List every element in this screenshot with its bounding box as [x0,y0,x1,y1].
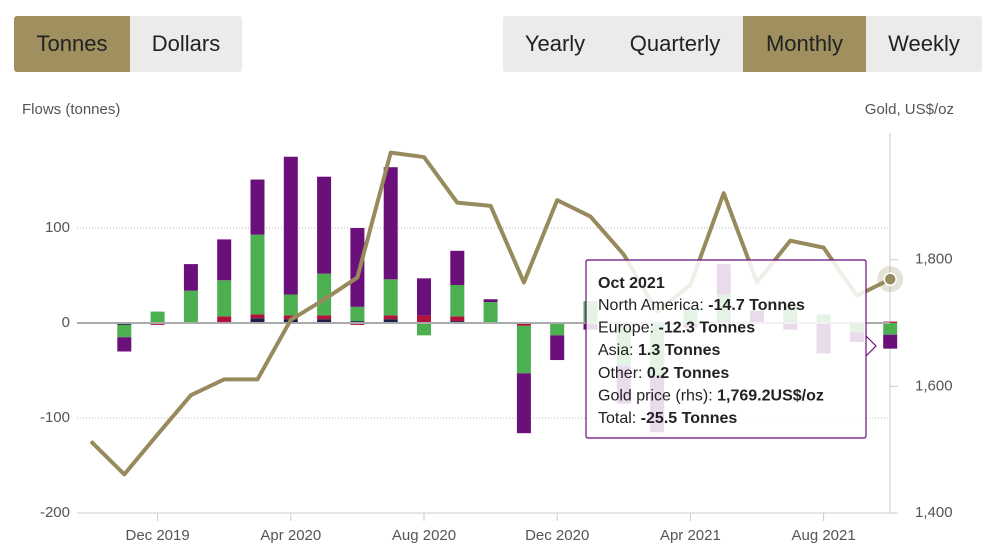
bar-segment [217,239,232,281]
toggle-button[interactable]: Tonnes [14,16,130,72]
bar-segment [450,285,465,317]
bar-segment [283,315,298,320]
bar-segment [383,319,398,323]
tooltip-value: -12.3 Tonnes [658,320,755,337]
tooltip-label: Total: [598,410,641,427]
tooltip-row: Europe: -12.3 Tonnes [598,320,755,337]
tooltip-title: Oct 2021 [598,275,665,292]
toggle-button[interactable]: Weekly [866,16,982,72]
bar-segment [217,280,232,317]
bar-segment [417,323,431,336]
bar-segment [250,234,265,315]
tooltip-label: Other: [598,365,647,382]
toggle-button[interactable]: Yearly [503,16,607,72]
bar-segment [383,279,398,316]
bar-segment [283,156,298,295]
tooltip: Oct 2021 North America: -14.7 Tonnes Europ… [585,259,877,439]
y-tick-label: -200 [40,504,70,521]
y-tick-label: 100 [45,219,70,236]
bar-segment [283,294,298,316]
bar-segment [516,323,531,326]
bar-segment [450,250,465,285]
bar-segment [417,315,431,323]
bar-segment [250,179,265,235]
y2-tick-label: 1,400 [915,504,953,521]
x-tick-label: Dec 2019 [125,527,189,544]
bar-segment [550,335,565,361]
tooltip-box [585,259,877,439]
x-tick-label: Aug 2021 [791,527,855,544]
bar-segment [350,306,365,322]
period-toggle: Yearly Quarterly Monthly Weekly [503,16,982,72]
bar-segment [483,302,498,323]
tooltip-row: Asia: 1.3 Tonnes [598,342,721,359]
bar-segment [250,318,265,323]
tooltip-value: -25.5 Tonnes [641,410,738,427]
bar-segment [183,264,198,291]
bar-segment [317,176,332,274]
tooltip-value: 1,769.2US$/oz [717,388,824,405]
bar-segment [550,323,565,336]
x-tick-label: Aug 2020 [392,527,456,544]
x-tick-label: Apr 2021 [660,527,721,544]
bar-segment [883,334,898,349]
y2-tick-label: 1,800 [915,251,953,268]
tooltip-row: Gold price (rhs): 1,769.2US$/oz [598,388,824,405]
bar-segment [150,311,165,323]
bar-segment [317,315,332,320]
tooltip-value: -14.7 Tonnes [708,297,805,314]
toggle-button[interactable]: Dollars [130,16,242,72]
bar-segment [117,324,132,338]
toggle-button[interactable]: Quarterly [607,16,743,72]
tooltip-label: Asia: [598,342,638,359]
bar-segment [516,373,531,434]
bar-segment [350,228,365,307]
hover-point [883,272,897,286]
y2-tick-label: 1,600 [915,377,953,394]
tooltip-row: Total: -25.5 Tonnes [598,410,737,427]
bar-segment [217,316,232,323]
bar-segment [383,315,398,320]
y-tick-label: 0 [62,314,70,331]
bar-segment [117,337,132,352]
bar-segment [317,273,332,316]
tooltip-row: North America: -14.7 Tonnes [598,297,805,314]
tooltip-row: Other: 0.2 Tonnes [598,365,729,382]
bar-segment [250,314,265,319]
bar-segment [516,325,531,374]
bar-segment [417,278,431,316]
y-axis-title: Flows (tonnes) [22,101,120,118]
x-tick-label: Apr 2020 [260,527,321,544]
bar-segment [183,290,198,323]
bar-segment [317,319,332,323]
bar-segment [883,321,898,323]
toggle-button[interactable]: Monthly [743,16,866,72]
bar-segment [383,167,398,280]
bar-segment [483,299,498,303]
bar-segment [883,323,898,335]
tooltip-label: Gold price (rhs): [598,388,717,405]
units-toggle: Tonnes Dollars [14,16,242,72]
x-tick-label: Dec 2020 [525,527,589,544]
tooltip-value: 1.3 Tonnes [638,342,720,359]
bar-segment [450,316,465,322]
tooltip-label: Europe: [598,320,658,337]
y-tick-label: -100 [40,409,70,426]
tooltip-value: 0.2 Tonnes [647,365,729,382]
tooltip-label: North America: [598,297,708,314]
y2-axis-title: Gold, US$/oz [865,101,954,118]
